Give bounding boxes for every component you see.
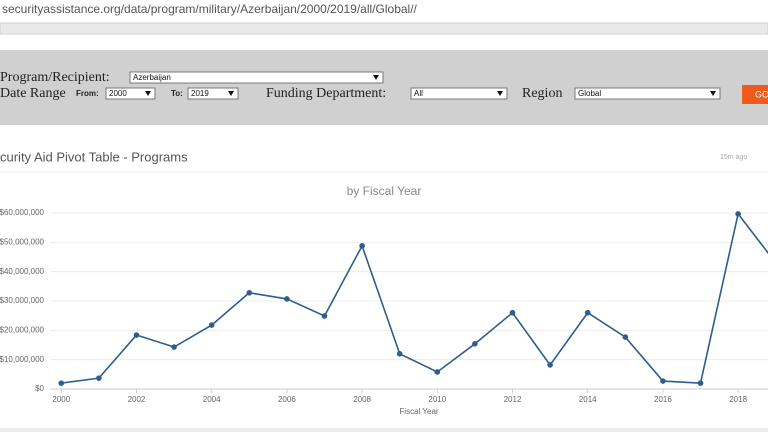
chart-title: by Fiscal Year [347,184,422,198]
data-point [58,380,65,386]
data-point [396,351,403,357]
dropdown-arrow [497,91,503,96]
x-tick-label: 2002 [128,395,146,404]
program-label: Program/Recipient: [0,70,110,85]
data-point [735,211,741,217]
x-tick-label: 2018 [729,395,747,404]
go-button[interactable] [742,85,768,104]
panel-title: curity Aid Pivot Table - Programs [0,149,188,164]
url[interactable]: securityassistance.org/data/program/mili… [2,2,418,16]
data-point [208,322,215,328]
y-tick-label: $60,000,000 [0,208,45,217]
to-label: To: [171,89,183,98]
date-label: Date Range [0,86,66,101]
region-label: Region [522,86,562,101]
y-tick-label: $30,000,000 [0,296,45,305]
data-point [96,375,102,381]
x-tick-label: 2010 [428,395,446,404]
data-point [321,313,328,319]
data-point [284,296,290,302]
from-label: From: [76,89,99,98]
y-tick-label: $20,000,000 [0,325,45,334]
y-tick-label: $10,000,000 [0,355,45,364]
data-point [359,243,365,249]
toolbar-strip [0,22,768,35]
x-tick-label: 2008 [353,395,371,404]
data-point [509,309,516,316]
data-point [434,369,441,375]
data-point [622,334,629,340]
x-tick-label: 2006 [278,395,296,404]
data-point [472,341,478,347]
x-tick-label: 2000 [52,395,70,404]
program-value: Azerbaijan [133,73,171,82]
y-tick-label: $0 [35,384,44,393]
department-select[interactable] [410,87,508,100]
updated: 15m ago [720,154,747,161]
go-label: GO [755,89,768,99]
dropdown-arrow [145,91,151,96]
program-select[interactable] [129,71,384,84]
x-tick-label: 2004 [203,395,221,404]
dropdown-arrow [228,91,234,96]
data-point [133,332,140,338]
x-tick-label: 2012 [504,395,522,404]
data-point [660,378,666,384]
from-value: 2000 [109,89,127,98]
data-point [697,380,704,386]
to-value: 2019 [191,89,209,98]
x-axis-label: Fiscal Year [399,407,438,416]
dropdown-arrow [710,91,716,96]
to-select[interactable] [187,87,239,100]
department-value: All [414,89,423,98]
data-point [547,362,553,368]
address-bar [0,0,768,22]
series-line [61,212,768,384]
y-tick-label: $50,000,000 [0,237,45,246]
region-value: Global [578,89,601,98]
footer-strip [0,428,768,432]
x-tick-label: 2014 [579,395,597,404]
data-point [246,289,253,296]
from-select[interactable] [105,87,156,100]
region-select[interactable] [574,87,721,100]
dropdown-arrow [373,75,379,80]
department-label: Funding Department: [266,86,386,101]
data-point [171,344,177,350]
x-tick-label: 2016 [654,395,672,404]
data-point [584,309,591,316]
y-tick-label: $40,000,000 [0,267,45,276]
